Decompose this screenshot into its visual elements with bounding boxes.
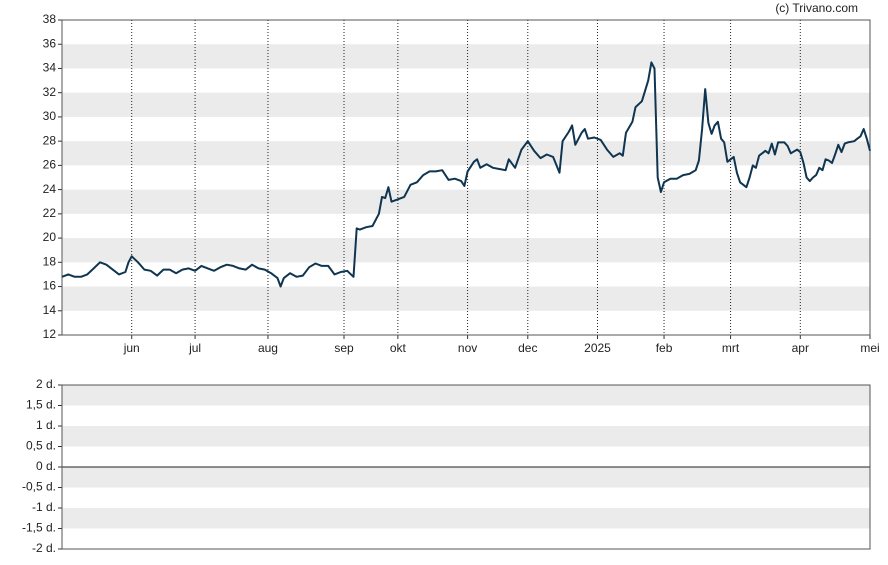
grid-band	[62, 286, 870, 311]
y-tick-label: 14	[43, 303, 57, 317]
x-tick-label: mrt	[722, 341, 740, 355]
y-tick-label: -1,5 d.	[22, 521, 56, 535]
x-tick-label: mei	[860, 341, 879, 355]
y-tick-label: -2 d.	[32, 541, 56, 555]
x-tick-label: jul	[188, 341, 201, 355]
x-tick-label: feb	[656, 341, 673, 355]
grid-band	[62, 467, 870, 488]
y-tick-label: 16	[43, 279, 57, 293]
y-tick-label: 24	[43, 182, 57, 196]
y-tick-label: 38	[43, 12, 57, 26]
x-tick-label: jun	[123, 341, 140, 355]
grid-band	[62, 92, 870, 117]
x-tick-label: dec	[518, 341, 537, 355]
y-tick-label: 20	[43, 230, 57, 244]
y-tick-label: -0,5 d.	[22, 480, 56, 494]
y-tick-label: 0,5 d.	[26, 439, 56, 453]
y-tick-label: 30	[43, 109, 57, 123]
y-tick-label: 22	[43, 206, 57, 220]
y-tick-label: 32	[43, 85, 57, 99]
y-tick-label: 36	[43, 36, 57, 50]
x-tick-label: apr	[792, 341, 809, 355]
x-tick-label: okt	[390, 341, 407, 355]
grid-band	[62, 385, 870, 406]
x-tick-label: aug	[258, 341, 278, 355]
x-tick-label: 2025	[584, 341, 611, 355]
grid-band	[62, 189, 870, 214]
x-tick-label: nov	[458, 341, 477, 355]
y-tick-label: 1,5 d.	[26, 398, 56, 412]
y-tick-label: 0 d.	[36, 459, 56, 473]
grid-band	[62, 508, 870, 529]
watermark: (c) Trivano.com	[775, 1, 858, 15]
y-tick-label: 1 d.	[36, 418, 56, 432]
grid-band	[62, 238, 870, 263]
plot-frame	[61, 384, 871, 550]
y-tick-label: -1 d.	[32, 500, 56, 514]
y-tick-label: 12	[43, 327, 57, 341]
grid-band	[62, 44, 870, 69]
grid-band	[62, 426, 870, 447]
y-tick-label: 26	[43, 158, 57, 172]
y-tick-label: 34	[43, 61, 57, 75]
grid-band	[62, 141, 870, 166]
y-tick-label: 2 d.	[36, 377, 56, 391]
y-tick-label: 28	[43, 133, 57, 147]
plot-frame	[61, 19, 871, 336]
y-tick-label: 18	[43, 254, 57, 268]
price-line	[61, 61, 871, 288]
x-tick-label: sep	[334, 341, 354, 355]
